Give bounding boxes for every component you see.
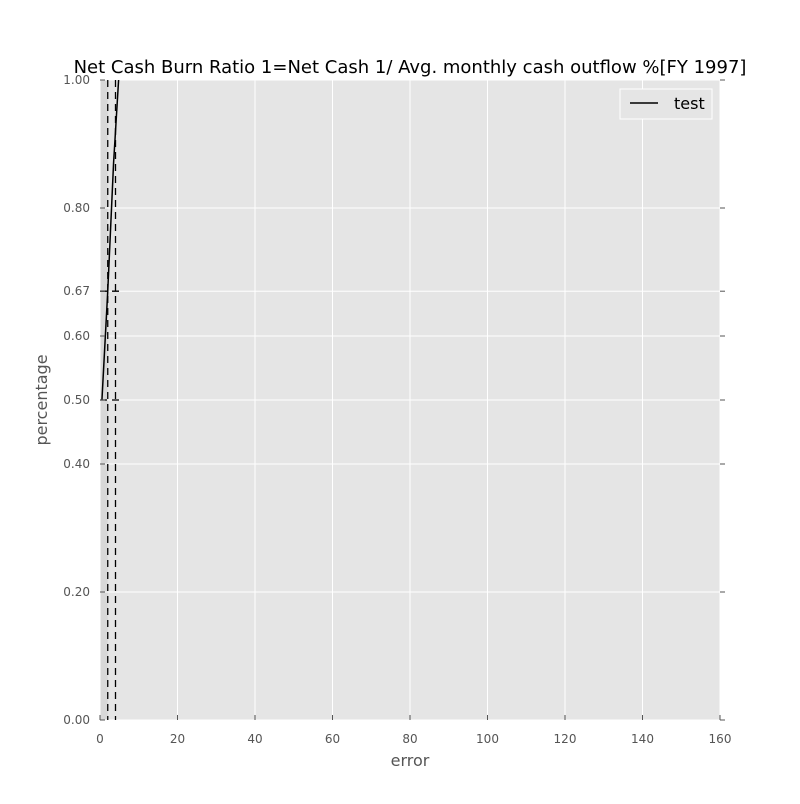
y-tick-label: 0.00 <box>63 713 90 727</box>
x-tick-label: 120 <box>554 732 577 746</box>
x-tick-label: 160 <box>709 732 732 746</box>
y-tick-label: 0.20 <box>63 585 90 599</box>
legend-label: test <box>674 94 705 113</box>
x-tick-label: 0 <box>96 732 104 746</box>
y-tick-label: 0.40 <box>63 457 90 471</box>
y-tick-label: 1.00 <box>63 73 90 87</box>
x-tick-label: 100 <box>476 732 499 746</box>
y-tick-label: 0.60 <box>63 329 90 343</box>
y-tick-label: 0.67 <box>63 284 90 298</box>
x-tick-label: 80 <box>402 732 417 746</box>
y-tick-label: 0.50 <box>63 393 90 407</box>
x-axis-label: error <box>391 751 430 770</box>
chart-title: Net Cash Burn Ratio 1=Net Cash 1/ Avg. m… <box>74 57 747 78</box>
y-axis-label: percentage <box>32 354 51 445</box>
x-tick-label: 60 <box>325 732 340 746</box>
x-tick-label: 20 <box>170 732 185 746</box>
x-tick-label: 40 <box>247 732 262 746</box>
series-line <box>101 80 120 401</box>
y-tick-label: 0.80 <box>63 201 90 215</box>
x-tick-label: 140 <box>631 732 654 746</box>
legend-box <box>619 88 713 120</box>
